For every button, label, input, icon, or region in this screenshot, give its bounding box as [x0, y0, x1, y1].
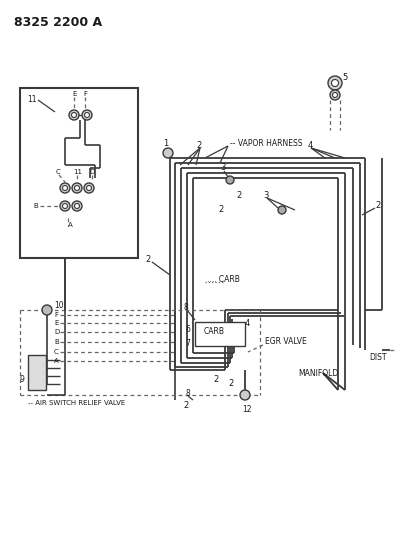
Circle shape: [60, 201, 70, 211]
Text: 2: 2: [213, 376, 218, 384]
Bar: [20, 88, 138, 258]
Bar: [195, 322, 245, 346]
Text: E: E: [72, 91, 76, 97]
Text: A: A: [68, 222, 72, 228]
Circle shape: [84, 112, 89, 117]
Circle shape: [86, 185, 91, 190]
Circle shape: [75, 185, 80, 190]
Text: MANIFOLD: MANIFOLD: [298, 368, 338, 377]
Circle shape: [72, 201, 82, 211]
Text: 1: 1: [163, 139, 168, 148]
Circle shape: [240, 390, 250, 400]
Text: CARB: CARB: [204, 327, 225, 336]
Text: 3: 3: [220, 164, 225, 173]
Text: .... CARB: .... CARB: [207, 276, 240, 285]
Circle shape: [278, 206, 286, 214]
Text: 5: 5: [342, 74, 347, 83]
Text: 4: 4: [308, 141, 313, 149]
Text: 8: 8: [184, 303, 189, 311]
Circle shape: [62, 204, 67, 208]
Text: 8325 2200 A: 8325 2200 A: [14, 17, 102, 29]
Text: 6: 6: [185, 326, 190, 335]
Text: 7: 7: [185, 340, 190, 349]
Text: 8: 8: [185, 389, 190, 398]
Text: 11: 11: [73, 169, 82, 175]
Text: D: D: [89, 169, 94, 175]
Text: F: F: [83, 91, 87, 97]
Bar: [28, 355, 46, 390]
Text: DIST: DIST: [369, 353, 387, 362]
Text: 2: 2: [228, 378, 233, 387]
Text: -- VAPOR HARNESS: -- VAPOR HARNESS: [230, 139, 302, 148]
Circle shape: [75, 204, 80, 208]
Text: 4: 4: [245, 319, 250, 328]
Text: D: D: [54, 329, 59, 335]
Circle shape: [84, 183, 94, 193]
Text: 3: 3: [263, 190, 268, 199]
Text: A: A: [54, 358, 59, 364]
Circle shape: [333, 93, 337, 98]
Text: -- AIR SWITCH RELIEF VALVE: -- AIR SWITCH RELIEF VALVE: [28, 400, 125, 406]
Circle shape: [82, 110, 92, 120]
Circle shape: [328, 76, 342, 90]
Text: 11: 11: [27, 94, 36, 103]
Circle shape: [62, 185, 67, 190]
Text: 2: 2: [145, 255, 150, 264]
Circle shape: [226, 176, 234, 184]
Text: 2: 2: [218, 206, 223, 214]
Text: 10: 10: [54, 301, 64, 310]
Text: 2: 2: [375, 200, 380, 209]
Circle shape: [331, 79, 339, 86]
Text: 2: 2: [196, 141, 201, 149]
Circle shape: [69, 110, 79, 120]
Circle shape: [71, 112, 77, 117]
Circle shape: [60, 183, 70, 193]
Text: C: C: [54, 349, 59, 355]
Text: 12: 12: [242, 406, 251, 415]
Text: 2: 2: [183, 400, 188, 409]
Text: E: E: [54, 320, 58, 326]
Text: B: B: [33, 203, 38, 209]
Text: C: C: [56, 169, 61, 175]
Circle shape: [330, 90, 340, 100]
Text: F: F: [54, 312, 58, 318]
Text: B: B: [54, 339, 59, 345]
Circle shape: [163, 148, 173, 158]
Text: 2: 2: [236, 190, 241, 199]
Circle shape: [72, 183, 82, 193]
Text: 9: 9: [20, 376, 25, 384]
Text: EGR VALVE: EGR VALVE: [265, 337, 307, 346]
Circle shape: [42, 305, 52, 315]
